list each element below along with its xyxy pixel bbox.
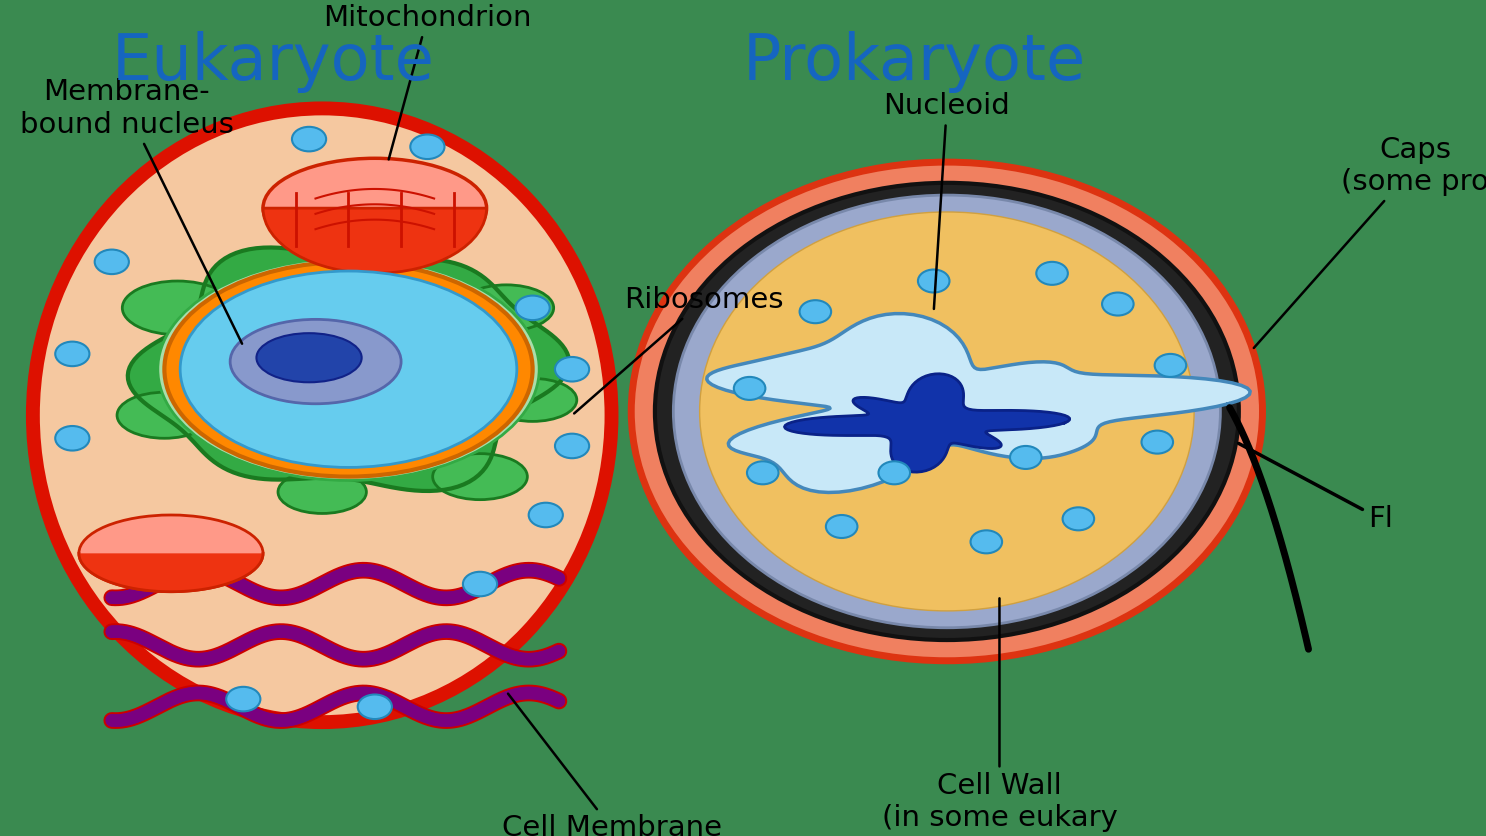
Ellipse shape bbox=[1103, 293, 1134, 315]
Text: Caps
(some pro: Caps (some pro bbox=[1254, 135, 1486, 348]
Ellipse shape bbox=[299, 214, 400, 263]
Ellipse shape bbox=[263, 158, 486, 258]
Polygon shape bbox=[785, 374, 1070, 472]
Ellipse shape bbox=[1036, 262, 1068, 285]
Ellipse shape bbox=[230, 319, 401, 404]
Ellipse shape bbox=[432, 454, 528, 500]
Text: Prokaryote: Prokaryote bbox=[743, 32, 1086, 94]
Ellipse shape bbox=[117, 392, 211, 438]
Ellipse shape bbox=[122, 281, 233, 334]
Ellipse shape bbox=[734, 377, 765, 400]
Text: Membrane-
bound nucleus: Membrane- bound nucleus bbox=[19, 79, 242, 344]
Text: Nucleoid: Nucleoid bbox=[884, 92, 1010, 309]
Text: Cell Membrane: Cell Membrane bbox=[501, 694, 722, 836]
Ellipse shape bbox=[79, 515, 263, 592]
Text: Eukaryote: Eukaryote bbox=[111, 32, 435, 94]
Text: Mitochondrion: Mitochondrion bbox=[322, 3, 532, 160]
Ellipse shape bbox=[826, 515, 857, 538]
Ellipse shape bbox=[700, 212, 1195, 611]
Ellipse shape bbox=[158, 258, 539, 481]
Polygon shape bbox=[128, 247, 569, 491]
Ellipse shape bbox=[878, 461, 909, 484]
Ellipse shape bbox=[632, 162, 1263, 660]
Ellipse shape bbox=[516, 296, 550, 320]
Wedge shape bbox=[263, 208, 486, 273]
Ellipse shape bbox=[358, 695, 392, 719]
Text: Cell Wall
(in some eukary: Cell Wall (in some eukary bbox=[881, 599, 1117, 833]
Ellipse shape bbox=[655, 183, 1239, 640]
Text: Ribosomes: Ribosomes bbox=[574, 286, 783, 414]
Ellipse shape bbox=[55, 426, 89, 451]
Ellipse shape bbox=[95, 250, 129, 274]
Ellipse shape bbox=[33, 109, 612, 722]
Ellipse shape bbox=[529, 502, 563, 528]
Ellipse shape bbox=[410, 135, 444, 159]
Ellipse shape bbox=[1155, 354, 1186, 377]
Ellipse shape bbox=[464, 572, 498, 596]
Ellipse shape bbox=[799, 300, 831, 324]
Ellipse shape bbox=[257, 334, 361, 382]
Ellipse shape bbox=[1010, 446, 1042, 469]
Ellipse shape bbox=[673, 195, 1220, 628]
Ellipse shape bbox=[554, 434, 588, 458]
Ellipse shape bbox=[489, 379, 577, 421]
Ellipse shape bbox=[918, 269, 950, 293]
Polygon shape bbox=[707, 314, 1250, 492]
Ellipse shape bbox=[226, 687, 260, 711]
Ellipse shape bbox=[1062, 507, 1094, 530]
Ellipse shape bbox=[459, 285, 554, 331]
Text: Fl: Fl bbox=[1239, 443, 1392, 533]
Ellipse shape bbox=[55, 342, 89, 366]
Ellipse shape bbox=[1141, 431, 1172, 454]
Ellipse shape bbox=[180, 271, 517, 467]
Ellipse shape bbox=[970, 530, 1002, 553]
Ellipse shape bbox=[291, 127, 325, 151]
Ellipse shape bbox=[554, 357, 588, 381]
Ellipse shape bbox=[278, 471, 367, 513]
Ellipse shape bbox=[165, 262, 532, 477]
Ellipse shape bbox=[747, 461, 779, 484]
